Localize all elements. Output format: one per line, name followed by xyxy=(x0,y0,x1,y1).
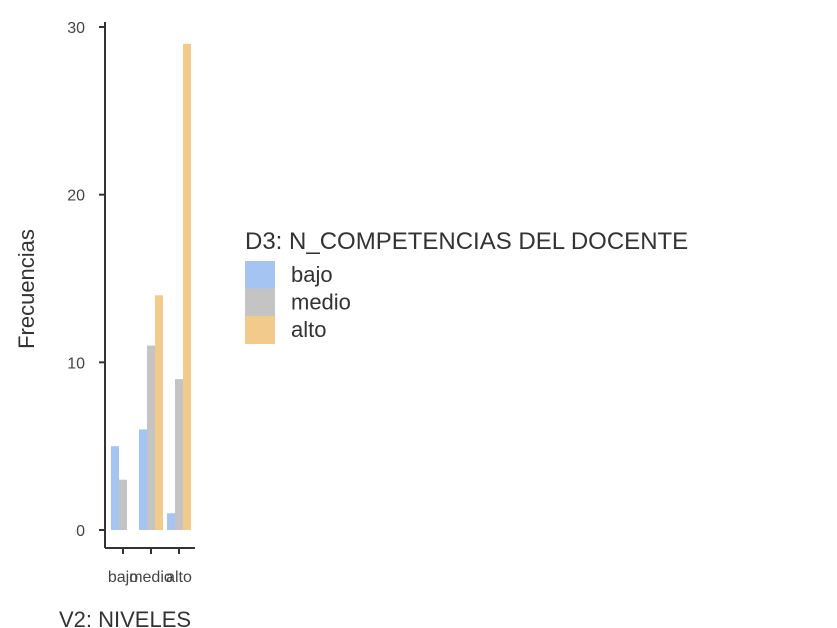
legend-label-bajo: bajo xyxy=(291,262,333,287)
y-tick-label: 30 xyxy=(67,20,85,37)
legend-item-bajo: bajo xyxy=(245,261,333,289)
bar-alto-medio xyxy=(155,295,163,530)
legend-key-alto xyxy=(245,316,275,344)
x-tick-label: medio xyxy=(129,569,173,586)
legend-item-alto: alto xyxy=(245,316,326,344)
bar-medio-alto xyxy=(175,379,183,530)
bar-bajo-medio xyxy=(139,429,147,530)
legend-key-medio xyxy=(245,288,275,317)
y-tick-label: 20 xyxy=(67,188,85,205)
legend-label-alto: alto xyxy=(291,317,326,342)
x-tick-label: bajo xyxy=(108,569,138,586)
legend-title: D3: N_COMPETENCIAS DEL DOCENTE xyxy=(245,228,688,255)
legend-label-medio: medio xyxy=(291,290,351,315)
y-axis-title: Frecuencias xyxy=(14,229,39,349)
legend: D3: N_COMPETENCIAS DEL DOCENTE bajo medio… xyxy=(245,228,688,344)
y-ticks: 0 10 20 30 xyxy=(67,20,105,540)
bar-alto-alto xyxy=(183,43,191,531)
legend-key-bajo xyxy=(245,261,275,289)
y-tick-label: 10 xyxy=(67,355,85,372)
x-tick-label: alto xyxy=(166,569,192,586)
bar-medio-bajo xyxy=(119,479,127,530)
y-tick-label: 0 xyxy=(76,523,85,540)
x-axis-title: V2: NIVELES xyxy=(59,607,191,628)
legend-item-medio: medio xyxy=(245,288,351,317)
bars-group xyxy=(111,43,191,531)
bar-medio-medio xyxy=(147,345,155,530)
bar-bajo-bajo xyxy=(111,446,119,530)
bar-bajo-alto xyxy=(167,513,175,530)
